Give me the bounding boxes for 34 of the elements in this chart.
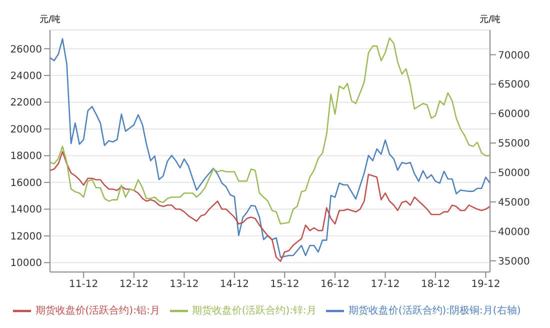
x-tick-label: 12-12 [119,279,148,290]
y-axis-title: 元/吨 [39,14,61,25]
y2-axis-title: 元/吨 [479,14,501,25]
x-tick-label: 11-12 [69,279,98,290]
y2-tick-label: 65000 [498,80,530,91]
x-tick-label: 13-12 [170,279,199,290]
y2-tick-label: 35000 [498,256,530,268]
legend-label: 期货收盘价(活跃合约):锌:月 [192,306,316,317]
line-series [50,37,490,225]
y-tick-label: 14000 [10,204,42,216]
x-tick-label: 15-12 [270,279,300,290]
y-tick-label: 20000 [10,124,42,136]
x-tick-label: 19-12 [471,279,500,290]
line-series [50,38,490,258]
x-tick-label: 18-12 [420,279,450,290]
x-tick-label: 17-12 [370,279,400,290]
line-series [50,151,490,262]
legend-label: 期货收盘价(活跃合约):阴极铜:月(右轴) [348,306,521,317]
y-tick-label: 16000 [10,178,42,189]
y-tick-label: 24000 [10,71,42,82]
y2-tick-label: 50000 [498,168,530,180]
legend-label: 期货收盘价(活跃合约):铝:月 [35,306,160,317]
y-tick-label: 26000 [10,44,42,56]
y2-tick-label: 55000 [498,138,530,150]
y2-tick-label: 60000 [498,109,530,120]
x-tick-label: 16-12 [320,279,350,290]
y-tick-label: 18000 [10,151,42,162]
y2-tick-label: 70000 [498,50,530,62]
y-tick-label: 22000 [10,98,42,109]
y2-tick-label: 45000 [498,197,530,208]
y2-tick-label: 40000 [498,226,530,238]
y-tick-label: 12000 [10,231,42,242]
x-tick-label: 14-12 [220,279,249,290]
y-tick-label: 10000 [10,258,42,270]
